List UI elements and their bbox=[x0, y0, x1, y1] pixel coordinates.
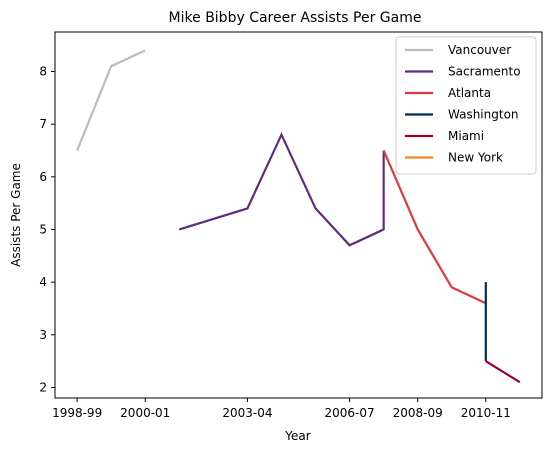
y-tick-label: 2 bbox=[39, 380, 47, 394]
y-tick-label: 7 bbox=[39, 117, 47, 131]
x-axis-title: Year bbox=[284, 429, 310, 443]
series-line-sacramento bbox=[178, 132, 385, 247]
legend-label: New York bbox=[448, 151, 503, 165]
y-tick-label: 8 bbox=[39, 64, 47, 78]
series-line-vancouver bbox=[76, 49, 146, 151]
y-tick-label: 4 bbox=[39, 275, 47, 289]
y-axis-title: Assists Per Game bbox=[9, 163, 23, 267]
plot-frame bbox=[54, 31, 543, 399]
x-tick-label: 2006-07 bbox=[325, 406, 375, 420]
series-line-atlanta bbox=[382, 150, 487, 305]
legend-label: Vancouver bbox=[448, 43, 511, 57]
y-tick-label: 3 bbox=[39, 328, 47, 342]
y-axis-ticks: 2 3 4 5 6 7 8 bbox=[39, 64, 55, 394]
series-line-miami bbox=[485, 360, 521, 384]
x-tick-label: 2000-01 bbox=[120, 406, 170, 420]
legend-label: Atlanta bbox=[448, 86, 491, 100]
x-tick-label: 1998-99 bbox=[52, 406, 102, 420]
x-tick-label: 2010-11 bbox=[461, 406, 511, 420]
y-tick-label: 6 bbox=[39, 170, 47, 184]
y-tick-label: 5 bbox=[39, 222, 47, 236]
legend-label: Sacramento bbox=[448, 65, 521, 79]
chart-title: Mike Bibby Career Assists Per Game bbox=[169, 10, 422, 26]
series-lines bbox=[76, 49, 521, 384]
legend: Vancouver Sacramento Atlanta Washington Miam… bbox=[395, 36, 537, 175]
x-tick-label: 2008-09 bbox=[393, 406, 443, 420]
legend-label: Washington bbox=[448, 108, 519, 122]
legend-label: Miami bbox=[448, 129, 484, 143]
x-tick-label: 2003-04 bbox=[222, 406, 272, 420]
x-axis-ticks: 1998-99 2000-01 2003-04 2006-07 2008-09 2010-… bbox=[52, 398, 511, 420]
